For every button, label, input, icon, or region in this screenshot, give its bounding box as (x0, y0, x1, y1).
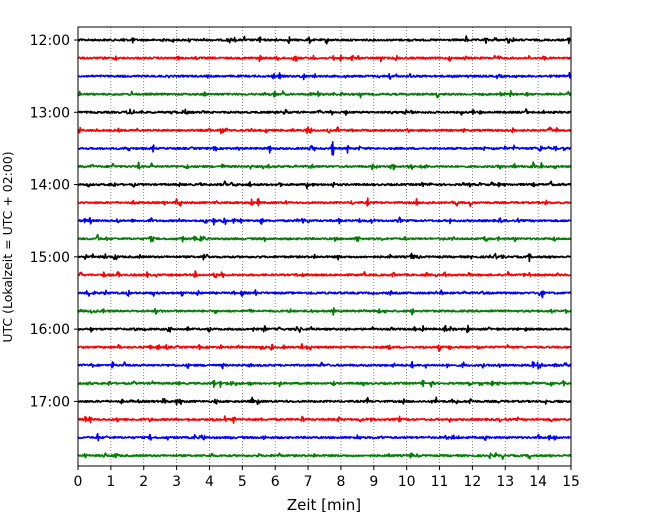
y-tick-label: 17:00 (30, 394, 70, 410)
trace-line (77, 452, 572, 461)
trace-line (77, 216, 572, 226)
trace-line (77, 324, 572, 334)
trace-line (77, 415, 572, 424)
x-tick-label: 12 (463, 474, 481, 490)
y-axis-label: UTC (Lokalzeit = UTC + 02:00) (0, 151, 15, 342)
x-tick-label: 15 (562, 474, 580, 490)
trace-line (77, 140, 572, 156)
y-tick-label: 15:00 (30, 250, 70, 266)
trace-line (77, 161, 572, 171)
trace-line (77, 54, 572, 63)
x-tick-label: 7 (304, 474, 313, 490)
x-tick-label: 3 (172, 474, 181, 490)
x-axis-label: Zeit [min] (287, 496, 361, 514)
trace-line (77, 379, 572, 389)
x-tick-label: 5 (238, 474, 247, 490)
x-tick-label: 0 (74, 474, 83, 490)
trace-line (77, 360, 572, 370)
x-tick-label: 14 (529, 474, 547, 490)
trace-line (77, 432, 572, 442)
trace-line (77, 35, 572, 45)
plot-frame (77, 26, 572, 467)
trace-line (77, 89, 572, 99)
trace-line (77, 108, 572, 116)
y-tick-label: 12:00 (30, 33, 70, 49)
trace-line (77, 270, 572, 279)
trace-line (77, 126, 572, 135)
trace-line (77, 289, 572, 299)
y-axis: 12:00 13:00 14:00 15:00 16:00 17:00 (30, 33, 78, 410)
trace-line (77, 71, 572, 81)
x-tick-label: 1 (106, 474, 115, 490)
x-tick-label: 9 (369, 474, 378, 490)
x-tick-label: 2 (139, 474, 148, 490)
trace-line (77, 343, 572, 353)
trace-line (77, 307, 572, 316)
y-tick-label: 13:00 (30, 105, 70, 121)
x-tick-label: 13 (496, 474, 514, 490)
trace-line (77, 197, 572, 208)
trace-group (77, 35, 572, 461)
x-tick-label: 11 (431, 474, 449, 490)
x-tick-label: 8 (336, 474, 345, 490)
trace-line (77, 180, 572, 190)
trace-line (77, 233, 572, 243)
x-tick-label: 6 (271, 474, 280, 490)
x-tick-label: 10 (398, 474, 416, 490)
y-tick-label: 14:00 (30, 178, 70, 194)
y-tick-label: 16:00 (30, 322, 70, 338)
x-gridlines (110, 27, 539, 466)
trace-line (77, 252, 572, 263)
trace-line (77, 396, 572, 406)
x-tick-label: 4 (205, 474, 214, 490)
x-axis: 0 1 2 3 4 5 6 7 8 9 10 11 12 13 14 15 (74, 466, 580, 490)
